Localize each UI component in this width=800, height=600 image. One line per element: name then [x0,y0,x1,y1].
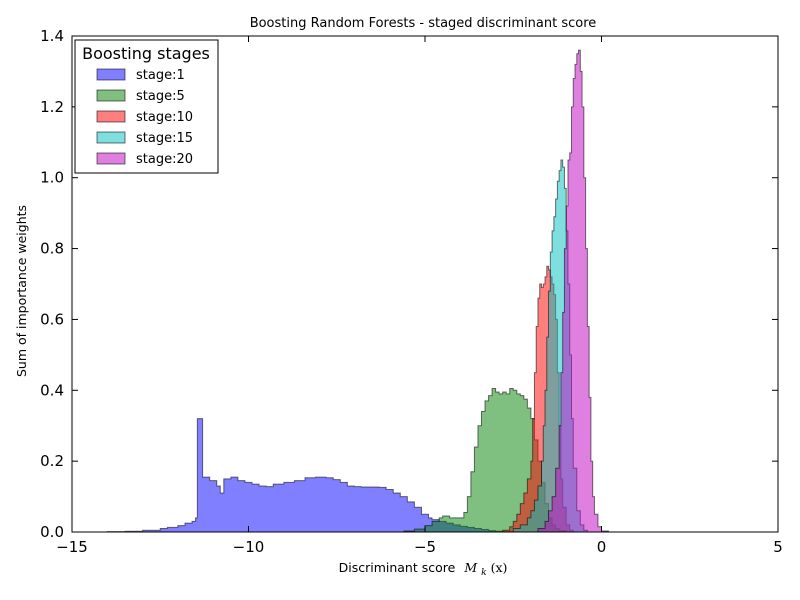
y-tick-label: 1.4 [40,27,64,45]
x-axis-label-math-arg: (x) [491,560,508,575]
y-axis-label: Sum of importance weights [14,205,29,377]
x-tick-label: 0 [597,538,607,556]
legend-swatch [96,110,126,123]
x-tick-label: −5 [414,538,436,556]
y-tick-label: 0.8 [40,240,64,258]
x-tick-label: −10 [233,538,265,556]
legend-items: stage:1 stage:5 stage:10 stage:15 stage:20 [96,68,193,167]
legend-title: Boosting stages [82,44,210,63]
legend-swatch [96,152,126,165]
x-axis-label-math-sub: k [481,568,486,578]
x-tick-label: −15 [56,538,88,556]
x-axis-label-math: M [463,560,478,575]
x-tick-label: 5 [773,538,783,556]
series-area-stage-20 [530,49,610,532]
legend: Boosting stages stage:1stage:5stage:10st… [74,39,219,174]
legend-swatch [96,89,126,102]
legend-swatch [96,131,126,144]
legend-swatch [96,68,126,81]
legend-label: stage:20 [136,152,193,167]
y-tick-label: 1.0 [40,169,64,187]
y-tick-label: 0.4 [40,381,64,399]
x-axis-label-text: Discriminant score [339,560,456,575]
y-tick-label: 0.6 [40,310,64,328]
legend-label: stage:5 [136,89,185,104]
plot-area [100,49,729,532]
y-tick-label: 0.2 [40,452,64,470]
series-area-stage-1 [100,418,729,532]
y-tick-label: 0.0 [40,523,64,541]
chart-title: Boosting Random Forests - staged discrim… [250,16,597,31]
legend-box [74,39,219,174]
y-tick-label: 1.2 [40,98,64,116]
legend-label: stage:10 [136,110,193,125]
legend-label: stage:1 [136,68,185,83]
x-axis-label: Discriminant score M k (x) [339,560,508,578]
axis-ticks: −15 −10 −5 0 5 0.0 0.2 0.4 0.6 0.8 1.0 1.2 1.4 [40,27,783,556]
legend-label: stage:15 [136,131,193,146]
